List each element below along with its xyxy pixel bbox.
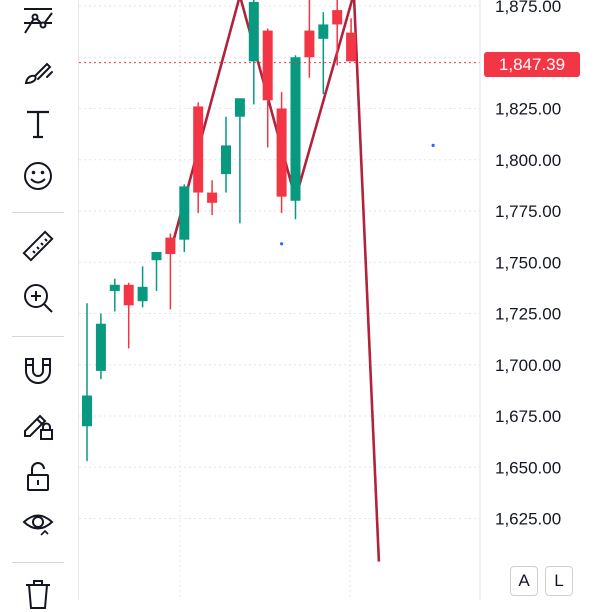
- candle-body: [179, 186, 190, 240]
- candle: [318, 12, 329, 95]
- price-tick-label: 1,700.00: [495, 356, 561, 375]
- candle-body: [248, 1, 259, 62]
- smiley-icon: [24, 162, 52, 190]
- candle-body: [137, 286, 148, 302]
- candle: [193, 102, 204, 214]
- candle: [346, 18, 357, 62]
- lock-tool[interactable]: [18, 456, 58, 496]
- price-tick-label: 1,800.00: [495, 151, 561, 170]
- chart-grid: [79, 0, 480, 600]
- candle: [165, 233, 176, 310]
- candle-body: [346, 32, 357, 62]
- trash-icon: [26, 580, 50, 609]
- candle: [234, 98, 245, 224]
- drawing-toolbar: [0, 0, 79, 609]
- candle-body: [95, 323, 106, 371]
- delete-tool[interactable]: [18, 572, 58, 612]
- candle-body: [276, 108, 287, 197]
- trend-lines-icon: [24, 8, 53, 34]
- zigzag-line: [171, 0, 381, 562]
- candle-body: [221, 145, 231, 175]
- candle-body: [123, 284, 134, 306]
- price-scale: 1,875.001,850.001,825.001,800.001,775.00…: [495, 0, 561, 529]
- candle-body: [165, 237, 176, 255]
- price-tick-label: 1,875.00: [495, 0, 561, 16]
- price-tick-label: 1,725.00: [495, 305, 561, 324]
- auto-scale-button[interactable]: A: [510, 566, 538, 596]
- candle: [95, 313, 106, 380]
- text-tool[interactable]: [18, 104, 58, 144]
- candle: [248, 0, 259, 105]
- eye-icon: [22, 514, 54, 536]
- candle-body: [262, 30, 273, 101]
- price-tick-label: 1,625.00: [495, 510, 561, 529]
- magnet-tool[interactable]: [18, 350, 58, 390]
- trend-lines-tool[interactable]: [18, 0, 58, 40]
- candlestick-chart[interactable]: 1,875.001,850.001,825.001,800.001,775.00…: [79, 0, 600, 600]
- candle-body: [82, 395, 92, 427]
- candle: [221, 116, 231, 193]
- candle: [82, 303, 92, 462]
- toolbar-divider: [12, 562, 64, 563]
- zoom-tool[interactable]: [18, 278, 58, 318]
- candle-body: [234, 98, 245, 117]
- candle: [109, 278, 120, 312]
- candle: [137, 266, 148, 308]
- price-tick-label: 1,825.00: [495, 100, 561, 119]
- magnet-icon: [25, 358, 51, 384]
- price-tick-label: 1,775.00: [495, 202, 561, 221]
- marker-dots: [280, 143, 435, 246]
- candle: [290, 55, 301, 220]
- hide-drawings-tool[interactable]: [18, 502, 58, 542]
- current-price-label: 1,847.39: [484, 52, 580, 77]
- chart-pane[interactable]: 1,875.001,850.001,825.001,800.001,775.00…: [79, 0, 600, 600]
- candle: [151, 252, 162, 291]
- candle-body: [151, 252, 162, 261]
- pencil-lock-icon: [24, 414, 53, 440]
- brush-icon: [24, 62, 53, 85]
- ruler-icon: [22, 230, 54, 262]
- price-tick-label: 1,650.00: [495, 458, 561, 477]
- candle: [304, 0, 315, 78]
- candles-layer: [82, 0, 357, 462]
- candle: [262, 28, 273, 148]
- candle-body: [304, 30, 315, 58]
- candle-body: [290, 57, 301, 201]
- candle-body: [193, 106, 204, 193]
- candle: [276, 92, 287, 214]
- candle-body: [207, 192, 218, 203]
- brush-tool[interactable]: [18, 52, 58, 92]
- ruler-tool[interactable]: [18, 226, 58, 266]
- candle: [179, 184, 190, 252]
- zigzag-drawing: [171, 0, 381, 562]
- unlock-icon: [27, 462, 49, 491]
- text-icon: [27, 110, 49, 139]
- candle: [123, 282, 134, 349]
- log-scale-button[interactable]: L: [545, 566, 573, 596]
- toolbar-divider: [12, 336, 64, 337]
- candle: [332, 0, 343, 66]
- marker-dot: [280, 242, 284, 246]
- candle-body: [318, 24, 329, 39]
- emoji-tool[interactable]: [18, 156, 58, 196]
- price-tick-label: 1,675.00: [495, 407, 561, 426]
- marker-dot: [431, 143, 435, 147]
- candle: [207, 180, 218, 216]
- toolbar-divider: [12, 212, 64, 213]
- zoom-in-icon: [24, 284, 53, 313]
- candle-body: [332, 10, 343, 25]
- candle-body: [109, 284, 120, 291]
- lock-drawings-tool[interactable]: [18, 404, 58, 444]
- price-tick-label: 1,750.00: [495, 253, 561, 272]
